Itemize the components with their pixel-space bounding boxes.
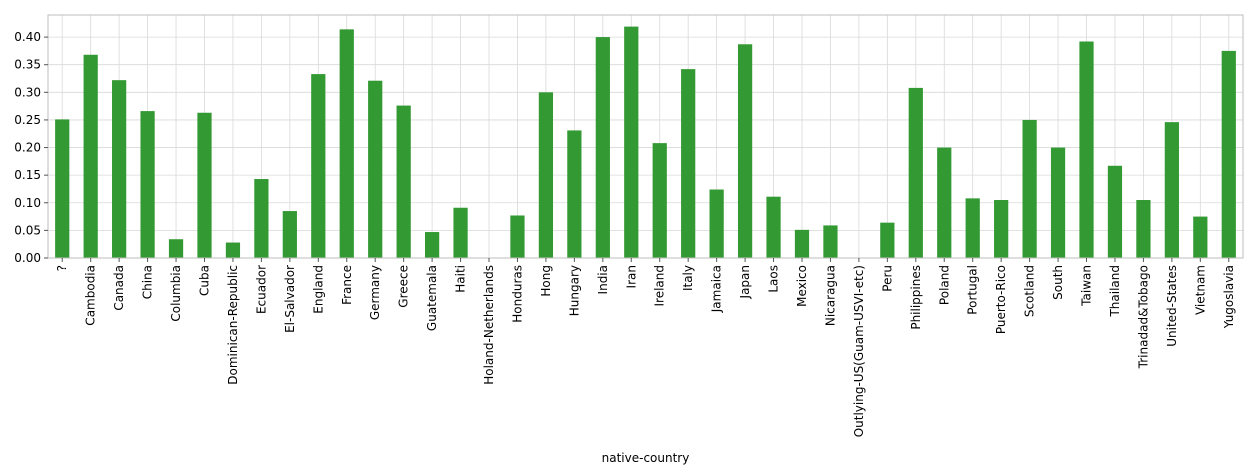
y-tick-label: 0.00 (14, 251, 41, 265)
bar-japan (737, 44, 753, 259)
x-tick-label: Hong (539, 265, 553, 297)
x-tick-label: Outlying-US(Guam-USVI-etc) (852, 265, 866, 437)
bar-philippines (908, 87, 923, 259)
x-tick-label: Columbia (169, 265, 183, 322)
bar-united-states (1164, 122, 1179, 259)
bar-greece (396, 105, 411, 258)
x-tick-label: Thailand (1108, 265, 1122, 318)
x-tick-label: Canada (112, 265, 126, 311)
x-tick-label: Ireland (653, 265, 667, 307)
x-axis-ticks: ? Cambodia Canada China Columbia Cuba Dominica… (55, 258, 1236, 437)
x-tick-label: Germany (368, 265, 382, 320)
y-tick-label: 0.10 (14, 196, 41, 210)
x-tick-label: Greece (397, 265, 411, 308)
bar-hong (538, 92, 554, 259)
bar-germany (368, 80, 383, 258)
y-tick-label: 0.25 (14, 113, 41, 127)
y-tick-label: 0.30 (14, 85, 41, 99)
x-tick-label: Scotland (1023, 265, 1037, 317)
x-tick-label: Cuba (197, 265, 211, 296)
y-tick-label: 0.20 (14, 141, 41, 155)
x-tick-label: Yugoslavia (1222, 265, 1236, 329)
x-tick-label: United-States (1165, 265, 1179, 347)
x-tick-label: Vietnam (1193, 265, 1207, 315)
x-tick-label: Dominican-Republic (226, 265, 240, 385)
bar-trinadad-tobago (1136, 200, 1151, 258)
y-axis-ticks: 0.00 0.05 0.10 0.15 0.20 0.25 0.30 0.35 0.40 (14, 30, 48, 265)
x-tick-label: Laos (767, 265, 781, 293)
bar-ecuador (254, 179, 269, 258)
x-tick-label: Italy (681, 265, 695, 291)
bar-hungary (567, 130, 582, 258)
x-tick-label: Guatemala (425, 265, 439, 331)
x-tick-label: Portugal (966, 265, 980, 315)
x-tick-label: Philippines (909, 265, 923, 330)
x-tick-label: France (340, 265, 354, 305)
x-tick-label: Trinadad&Tobago (1136, 265, 1150, 369)
bar-yugoslavia (1221, 50, 1236, 258)
bar-england (311, 74, 326, 258)
x-tick-label: Puerto-Rico (994, 265, 1008, 334)
y-tick-label: 0.40 (14, 30, 41, 44)
x-tick-label: Iran (624, 265, 638, 288)
bar-cuba (197, 112, 212, 258)
y-tick-label: 0.35 (14, 58, 41, 72)
bar-iran (624, 26, 639, 258)
x-tick-label: Nicaragua (823, 265, 837, 326)
bar-honduras (510, 215, 525, 258)
bar-jamaica (709, 189, 724, 258)
x-tick-label: Hungary (567, 265, 581, 316)
bar-ireland (652, 143, 667, 258)
x-tick-label: South (1051, 265, 1065, 300)
x-tick-label: Taiwan (1080, 265, 1094, 307)
bar- (55, 119, 70, 258)
bars (55, 26, 1236, 259)
bar-nicaragua (823, 225, 838, 258)
x-tick-label: Cambodia (84, 265, 98, 326)
bar-italy (681, 69, 696, 258)
bar-india (595, 37, 610, 258)
bar-mexico (794, 229, 810, 258)
y-tick-label: 0.15 (14, 168, 41, 182)
plot-frame (47, 14, 1244, 259)
bar-poland (937, 147, 952, 258)
bar-peru (880, 222, 895, 258)
bar-canada (112, 80, 127, 258)
bar-cambodia (83, 54, 98, 258)
bar-guatemala (424, 232, 440, 258)
bar-laos (766, 196, 781, 258)
bar-el-salvador (282, 211, 297, 258)
x-tick-label: Honduras (510, 265, 524, 323)
bar-france (339, 29, 354, 259)
bar-thailand (1107, 165, 1123, 258)
bar-columbia (168, 239, 184, 258)
y-tick-label: 0.05 (14, 223, 41, 237)
x-axis-title: native-country (602, 451, 690, 465)
bar-south (1050, 147, 1066, 258)
x-tick-label: Ecuador (254, 265, 268, 314)
x-tick-label: El-Salvador (283, 265, 297, 333)
bar-portugal (965, 198, 980, 258)
x-tick-label: England (311, 265, 325, 314)
bar-dominican-republic (225, 242, 241, 258)
x-tick-label: India (596, 265, 610, 294)
bar-puerto-rico (994, 200, 1009, 258)
bar-scotland (1022, 119, 1037, 258)
bar-china (140, 111, 155, 258)
x-tick-label: Haiti (454, 265, 468, 293)
x-tick-label: ? (55, 265, 69, 271)
x-tick-label: Holand-Netherlands (482, 265, 496, 385)
bar-taiwan (1079, 41, 1094, 258)
x-tick-label: Peru (880, 265, 894, 292)
bar-haiti (453, 207, 468, 258)
x-tick-label: Jamaica (710, 265, 724, 313)
bar-vietnam (1193, 216, 1208, 258)
x-tick-label: Japan (738, 265, 752, 299)
x-tick-label: Poland (937, 265, 951, 305)
x-tick-label: Mexico (795, 265, 809, 307)
x-tick-label: China (141, 265, 155, 299)
